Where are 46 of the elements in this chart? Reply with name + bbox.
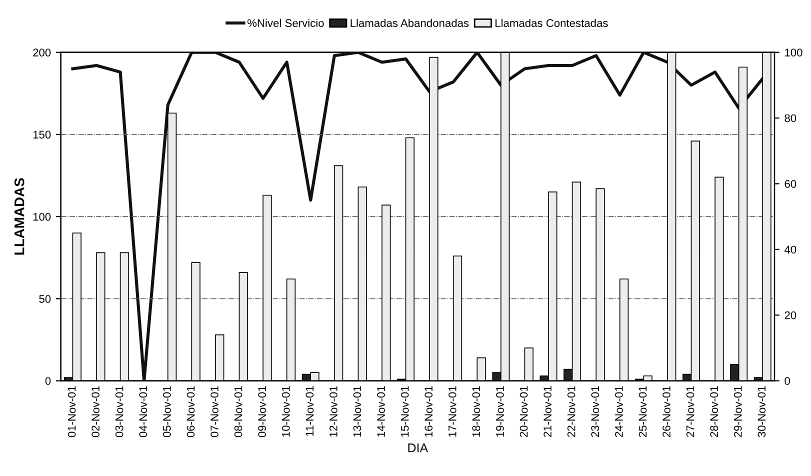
y-tick-label: 50 bbox=[39, 294, 51, 303]
y2-tick-label: 80 bbox=[784, 114, 796, 122]
x-tick-label: 25-Nov-01 bbox=[638, 386, 647, 437]
x-tick-label: 03-Nov-01 bbox=[115, 386, 124, 438]
y-tick-label: 100 bbox=[33, 212, 51, 221]
y2-tick-label: 100 bbox=[785, 48, 802, 56]
x-tick-label: 11-Nov-01 bbox=[306, 386, 314, 436]
x-tick-label: 19-Nov-01 bbox=[496, 386, 504, 437]
x-tick-label: 14-Nov-01 bbox=[377, 386, 385, 437]
x-tick-label: 04-Nov-01 bbox=[139, 386, 148, 438]
x-tick-label: 15-Nov-01 bbox=[400, 386, 409, 437]
x-tick-label: 08-Nov-01 bbox=[234, 386, 242, 438]
x-tick-label: 09-Nov-01 bbox=[258, 386, 266, 438]
y-axis-title: LLAMADAS bbox=[14, 178, 24, 255]
x-tick-label: 20-Nov-01 bbox=[520, 386, 528, 437]
x-tick-label: 16-Nov-01 bbox=[424, 386, 433, 437]
x-axis-title: DIA bbox=[408, 444, 428, 452]
legend-label: %Nivel Servicio bbox=[247, 18, 324, 28]
x-tick-label: 23-Nov-01 bbox=[591, 386, 600, 437]
x-tick-label: 10-Nov-01 bbox=[282, 386, 290, 437]
x-tick-label: 12-Nov-01 bbox=[330, 386, 338, 437]
x-tick-label: 17-Nov-01 bbox=[448, 386, 456, 437]
x-tick-label: 28-Nov-01 bbox=[710, 386, 718, 437]
x-tick-label: 13-Nov-01 bbox=[353, 386, 362, 437]
x-tick-label: 29-Nov-01 bbox=[734, 386, 742, 437]
y-tick-label: 150 bbox=[33, 130, 51, 139]
x-tick-label: 24-Nov-01 bbox=[614, 386, 623, 437]
x-tick-label: 30-Nov-01 bbox=[758, 386, 766, 438]
y2-tick-label: 20 bbox=[784, 311, 796, 320]
x-tick-label: 01-Nov-01 bbox=[68, 386, 76, 438]
x-tick-label: 22-Nov-01 bbox=[567, 386, 576, 437]
legend-label: Llamadas Contestadas bbox=[496, 18, 608, 28]
legend-label: Llamadas Abandonadas bbox=[350, 18, 469, 28]
y-tick-label: 0 bbox=[45, 377, 51, 385]
x-tick-label: 07-Nov-01 bbox=[210, 386, 218, 438]
x-tick-label: 27-Nov-01 bbox=[686, 386, 694, 437]
x-tick-label: 26-Nov-01 bbox=[662, 386, 670, 437]
x-tick-label: 02-Nov-01 bbox=[92, 386, 100, 438]
y2-tick-label: 40 bbox=[784, 246, 796, 254]
y-tick-label: 200 bbox=[33, 48, 51, 56]
x-tick-label: 05-Nov-01 bbox=[162, 386, 171, 438]
x-tick-label: 06-Nov-01 bbox=[186, 386, 195, 438]
y2-tick-label: 60 bbox=[784, 180, 796, 188]
x-tick-label: 21-Nov-01 bbox=[544, 386, 552, 437]
x-tick-label: 18-Nov-01 bbox=[472, 386, 480, 437]
y2-tick-label: 0 bbox=[784, 377, 790, 385]
